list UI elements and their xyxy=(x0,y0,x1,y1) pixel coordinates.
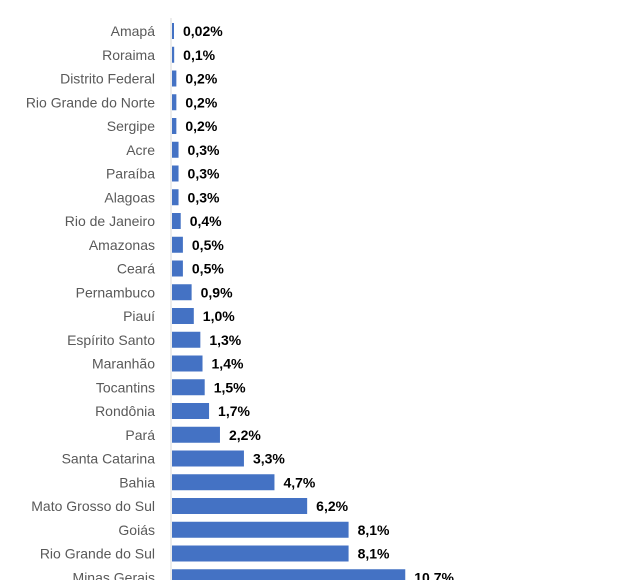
category-label: Pará xyxy=(125,427,155,443)
category-label: Amazonas xyxy=(89,237,155,253)
category-label: Paraíba xyxy=(106,166,155,182)
bar xyxy=(172,545,349,562)
data-label: 1,4% xyxy=(212,356,244,372)
data-label: 0,2% xyxy=(185,71,217,87)
bar xyxy=(172,474,275,491)
bar xyxy=(172,260,183,277)
category-label: Maranhão xyxy=(92,356,155,372)
data-label: 1,5% xyxy=(214,379,246,395)
category-label: Distrito Federal xyxy=(60,71,155,87)
bar xyxy=(172,498,308,514)
category-label: Amapá xyxy=(111,23,156,39)
data-label: 0,4% xyxy=(190,213,222,229)
bar xyxy=(172,403,210,419)
bar xyxy=(172,426,220,443)
category-label: Piauí xyxy=(123,308,155,324)
bar xyxy=(172,46,175,63)
data-label: 6,2% xyxy=(316,498,348,514)
bar xyxy=(172,236,183,253)
data-labels: 0,02% 0,1% 0,2% 0,2% 0,2% 0,3% 0,3% 0,3% 0,4% 0,5… xyxy=(183,23,455,580)
data-label: 8,1% xyxy=(358,522,390,538)
data-label: 0,2% xyxy=(185,94,217,110)
data-label: 0,5% xyxy=(192,237,224,253)
bar xyxy=(172,308,194,324)
category-label: Rio Grande do Sul xyxy=(40,546,155,562)
data-label: 0,3% xyxy=(188,166,220,182)
bar xyxy=(172,189,179,206)
category-label: Santa Catarina xyxy=(62,451,156,467)
category-label: Pernambuco xyxy=(76,284,156,300)
bar xyxy=(172,569,406,580)
category-label: Mato Grosso do Sul xyxy=(31,498,155,514)
category-label: Sergipe xyxy=(107,118,155,134)
data-label: 8,1% xyxy=(358,546,390,562)
category-label: Rio de Janeiro xyxy=(65,213,155,229)
data-label: 0,5% xyxy=(192,261,224,277)
category-label: Minas Gerais xyxy=(73,569,155,580)
bar xyxy=(172,450,244,467)
bar xyxy=(172,331,201,348)
category-label: Rondônia xyxy=(95,403,155,419)
data-label: 4,7% xyxy=(283,474,315,490)
bar xyxy=(172,94,177,111)
category-label: Espírito Santo xyxy=(67,332,155,348)
data-label: 3,3% xyxy=(253,451,285,467)
category-label: Goiás xyxy=(118,522,155,538)
category-label: Bahia xyxy=(119,474,155,490)
data-label: 1,3% xyxy=(209,332,241,348)
data-label: 0,9% xyxy=(201,284,233,300)
data-label: 1,0% xyxy=(203,308,235,324)
category-label: Ceará xyxy=(117,261,155,277)
data-label: 0,1% xyxy=(183,47,215,63)
bars xyxy=(172,23,406,580)
category-label: Acre xyxy=(126,142,155,158)
bar xyxy=(172,118,177,134)
data-label: 10,7% xyxy=(414,569,454,580)
data-label: 2,2% xyxy=(229,427,261,443)
data-label: 0,02% xyxy=(183,23,223,39)
data-label: 1,7% xyxy=(218,403,250,419)
category-label: Tocantins xyxy=(96,379,155,395)
data-label: 0,2% xyxy=(185,118,217,134)
category-label: Roraima xyxy=(102,47,155,63)
category-label: Rio Grande do Norte xyxy=(26,94,155,110)
bar xyxy=(172,213,181,229)
category-label: Alagoas xyxy=(104,189,155,205)
bar xyxy=(172,521,349,538)
bar xyxy=(172,284,192,301)
bar xyxy=(172,23,174,39)
bar xyxy=(172,70,177,87)
data-label: 0,3% xyxy=(188,189,220,205)
bar xyxy=(172,165,179,182)
data-label: 0,3% xyxy=(188,142,220,158)
bar xyxy=(172,141,179,158)
bar xyxy=(172,355,203,372)
category-labels: Amapá Roraima Distrito Federal Rio Grande d… xyxy=(26,23,155,580)
bar xyxy=(172,379,205,396)
